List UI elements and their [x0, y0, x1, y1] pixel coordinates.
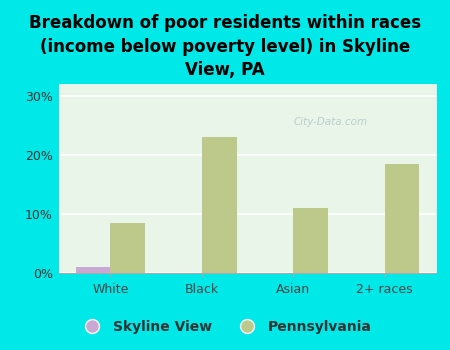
Bar — [76, 267, 110, 273]
Bar — [202, 137, 237, 273]
Legend: Skyline View, Pennsylvania: Skyline View, Pennsylvania — [73, 314, 377, 340]
Bar — [293, 208, 328, 273]
Text: City-Data.com: City-Data.com — [293, 117, 368, 127]
Bar — [110, 223, 145, 273]
Text: Breakdown of poor residents within races
(income below poverty level) in Skyline: Breakdown of poor residents within races… — [29, 14, 421, 79]
Bar — [385, 164, 419, 273]
